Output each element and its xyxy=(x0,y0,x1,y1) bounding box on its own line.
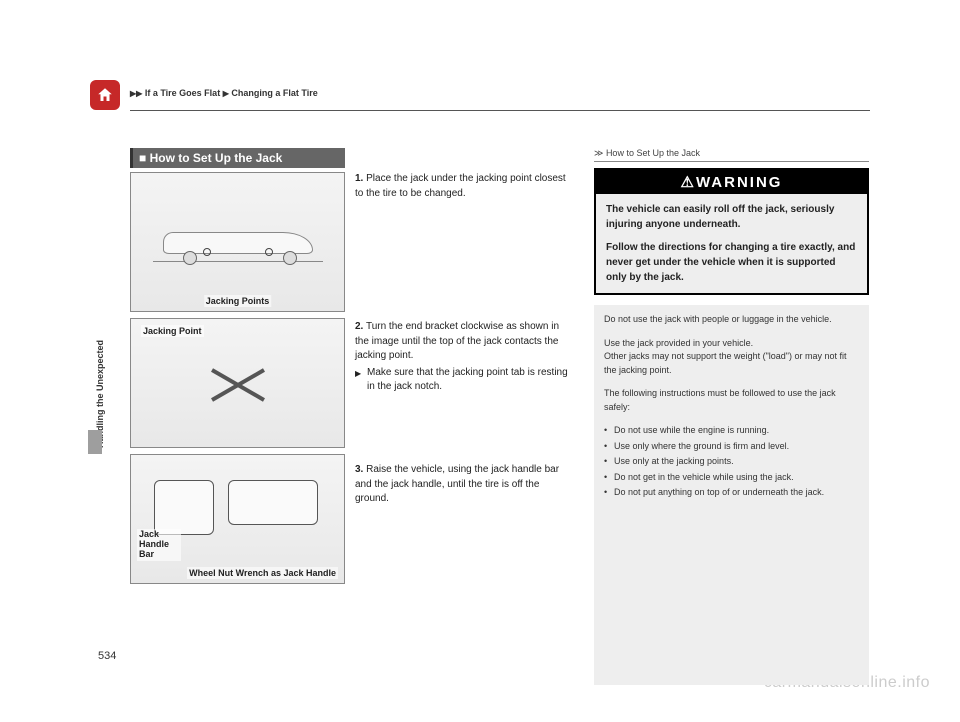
note-bullet: Do not use while the engine is running. xyxy=(604,424,859,438)
step-number: 3. xyxy=(355,464,363,475)
step-sub: Make sure that the jacking point tab is … xyxy=(355,366,570,395)
sidebar-title-text: How to Set Up the Jack xyxy=(606,148,700,158)
figure-jacking-points: Jacking Points xyxy=(130,172,345,312)
step-text: Turn the end bracket clockwise as shown … xyxy=(355,321,559,361)
side-tab xyxy=(88,430,102,454)
figure-label: Jacking Points xyxy=(204,295,272,307)
step-2: 2. Turn the end bracket clockwise as sho… xyxy=(355,320,570,455)
chevron-right-icon: ▶ xyxy=(223,89,229,98)
warning-label: WARNING xyxy=(696,174,783,191)
figure-label: Wheel Nut Wrench as Jack Handle xyxy=(187,567,338,579)
warning-icon: ⚠ xyxy=(681,174,696,191)
figure-jacking-point-closeup: Jacking Point xyxy=(130,318,345,448)
note-bullet: Use only at the jacking points. xyxy=(604,455,859,469)
note-text: Do not use the jack with people or lugga… xyxy=(604,313,859,327)
step-3: 3. Raise the vehicle, using the jack han… xyxy=(355,463,570,507)
figure-label: Jack Handle Bar xyxy=(137,529,181,561)
step-number: 2. xyxy=(355,321,363,332)
step-text: Raise the vehicle, using the jack handle… xyxy=(355,464,559,504)
note-bullet: Use only where the ground is firm and le… xyxy=(604,440,859,454)
section-title: How to Set Up the Jack xyxy=(150,151,283,165)
sidebar-column: ≫ How to Set Up the Jack ⚠WARNING The ve… xyxy=(594,148,869,685)
breadcrumb: ▶▶ If a Tire Goes Flat ▶ Changing a Flat… xyxy=(130,88,318,98)
breadcrumb-l1: If a Tire Goes Flat xyxy=(145,88,220,98)
warning-body: The vehicle can easily roll off the jack… xyxy=(596,194,867,293)
figure-jack-tools: Jack Handle Bar Wheel Nut Wrench as Jack… xyxy=(130,454,345,584)
sidebar-notes: Do not use the jack with people or lugga… xyxy=(594,305,869,685)
page-number: 534 xyxy=(98,650,116,662)
note-text: The following instructions must be follo… xyxy=(604,387,859,414)
info-icon: ≫ xyxy=(594,148,603,158)
warning-text: The vehicle can easily roll off the jack… xyxy=(606,202,857,232)
note-bullet: Do not get in the vehicle while using th… xyxy=(604,471,859,485)
chevron-right-icon: ▶ xyxy=(136,89,142,98)
figures-column: Jacking Points Jacking Point Jack Handle… xyxy=(130,172,345,590)
divider xyxy=(130,110,870,111)
figure-label: Jacking Point xyxy=(141,325,204,337)
warning-text: Follow the directions for changing a tir… xyxy=(606,240,857,285)
note-text: Use the jack provided in your vehicle. O… xyxy=(604,337,859,378)
home-icon[interactable] xyxy=(90,80,120,110)
note-bullet: Do not put anything on top of or underne… xyxy=(604,486,859,500)
steps-column: 1. Place the jack under the jacking poin… xyxy=(355,172,570,515)
step-number: 1. xyxy=(355,173,363,184)
breadcrumb-l2: Changing a Flat Tire xyxy=(231,88,317,98)
warning-box: ⚠WARNING The vehicle can easily roll off… xyxy=(594,168,869,295)
step-1: 1. Place the jack under the jacking poin… xyxy=(355,172,570,312)
sidebar-title: ≫ How to Set Up the Jack xyxy=(594,148,869,162)
note-bullet-list: Do not use while the engine is running. … xyxy=(604,424,859,500)
section-header: ■ How to Set Up the Jack xyxy=(130,148,345,168)
warning-header: ⚠WARNING xyxy=(596,170,867,194)
step-text: Place the jack under the jacking point c… xyxy=(355,173,566,199)
